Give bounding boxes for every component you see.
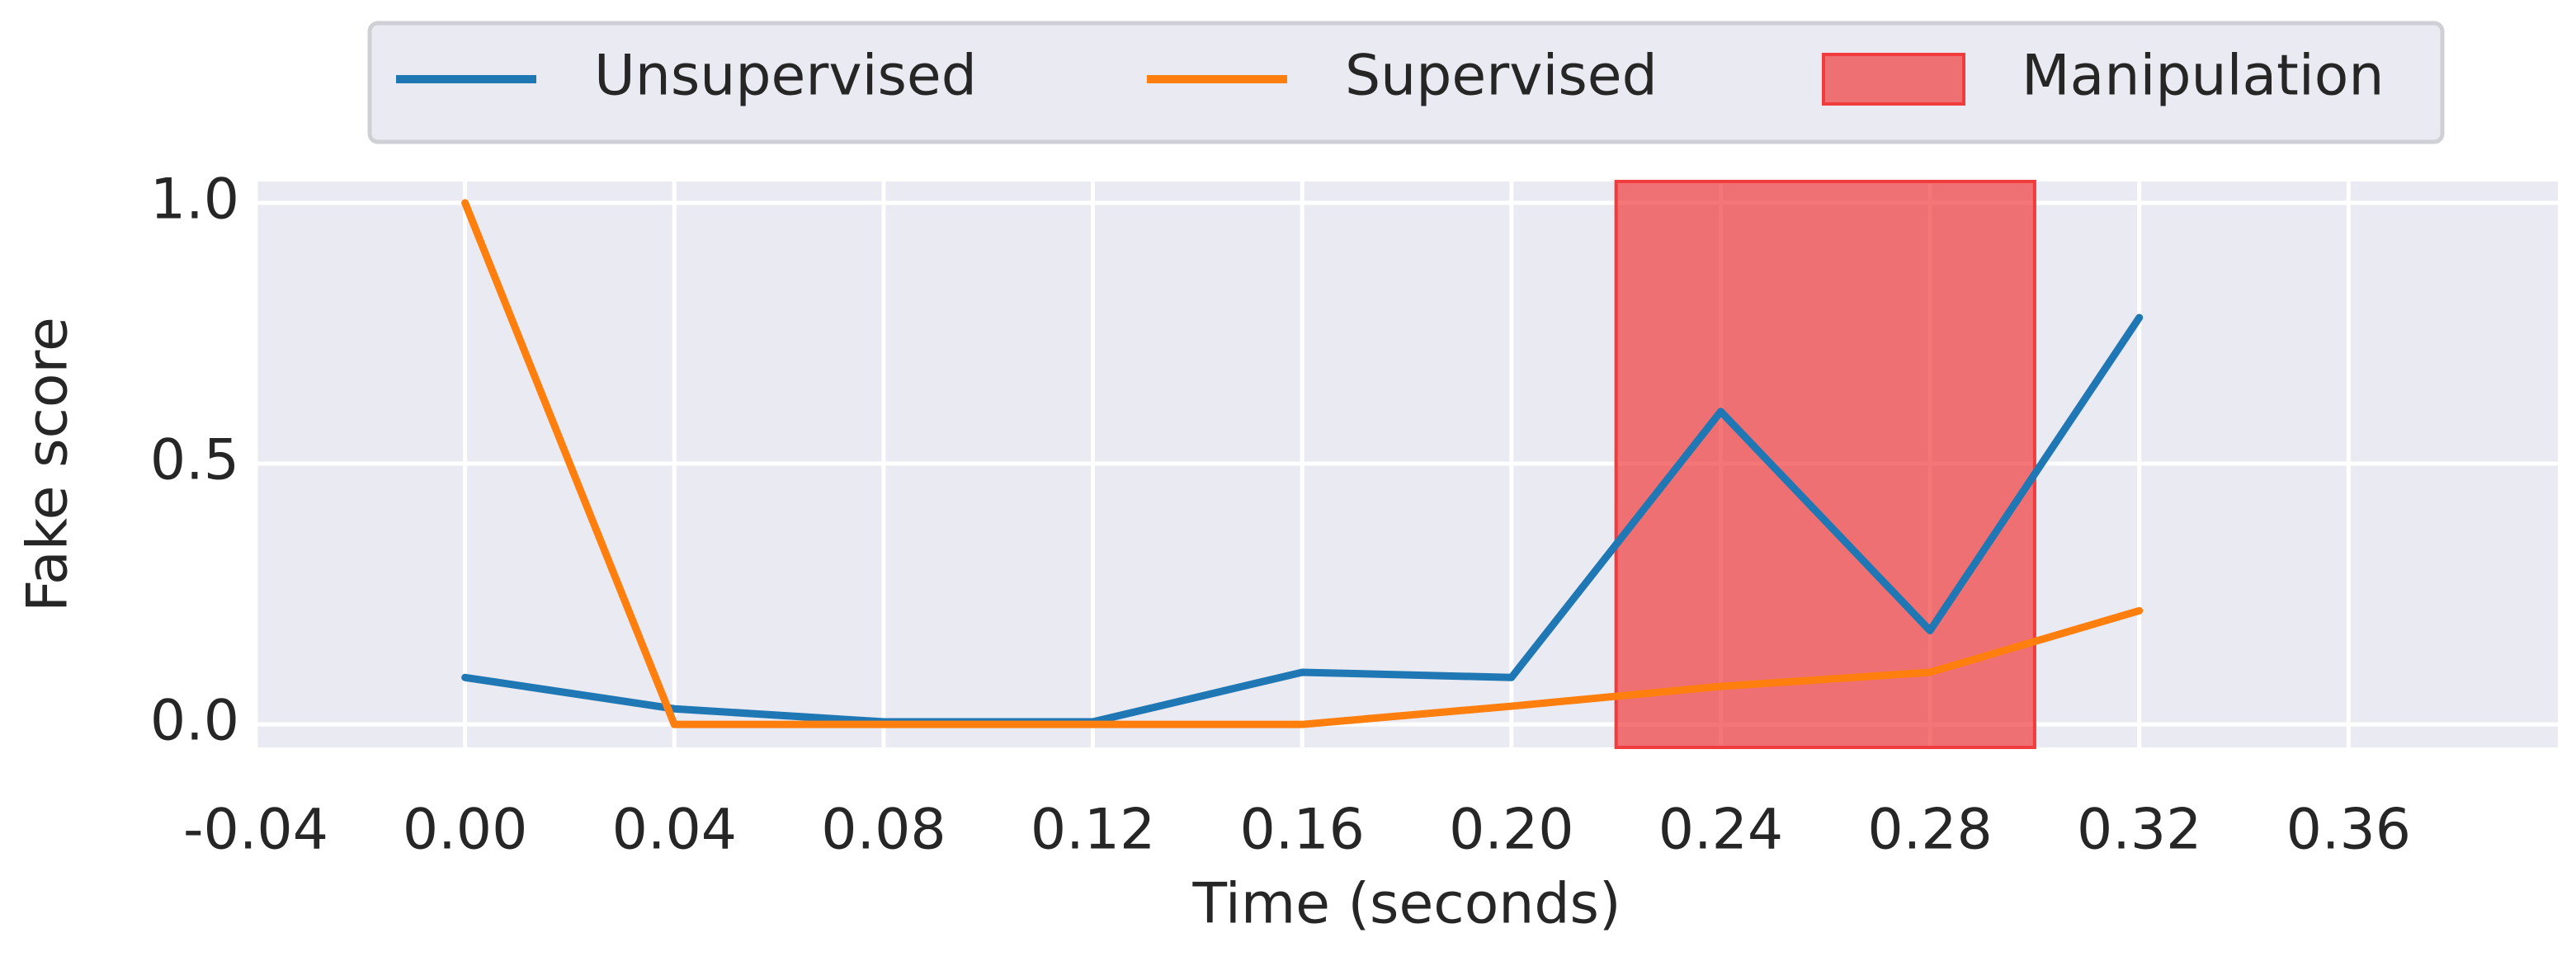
x-tick-label: -0.04	[183, 798, 328, 863]
x-tick-label: 0.20	[1449, 798, 1573, 863]
x-tick-label: 0.16	[1239, 798, 1364, 863]
y-axis-label: Fake score	[16, 317, 81, 612]
legend-swatch	[1822, 53, 1965, 106]
x-tick-label: 0.24	[1658, 798, 1783, 863]
y-tick-label: 0.0	[150, 689, 239, 754]
x-tick-label: 0.36	[2286, 798, 2411, 863]
series-line	[461, 199, 2144, 728]
x-tick-label: 0.00	[403, 798, 527, 863]
x-tick-label: 0.04	[612, 798, 737, 863]
manipulation-span	[1614, 180, 2036, 749]
y-tick-label: 0.5	[150, 428, 239, 493]
x-tick-label: 0.28	[1867, 798, 1992, 863]
legend-label: Supervised	[1345, 44, 1658, 109]
legend-label: Manipulation	[2022, 44, 2384, 109]
y-tick-label: 1.0	[150, 167, 239, 232]
legend-label: Unsupervised	[594, 44, 977, 109]
x-tick-label: 0.08	[821, 798, 946, 863]
x-tick-label: 0.12	[1031, 798, 1155, 863]
series-line	[461, 313, 2144, 726]
x-tick-label: 0.32	[2077, 798, 2201, 863]
x-axis-label: Time (seconds)	[1191, 872, 1621, 937]
